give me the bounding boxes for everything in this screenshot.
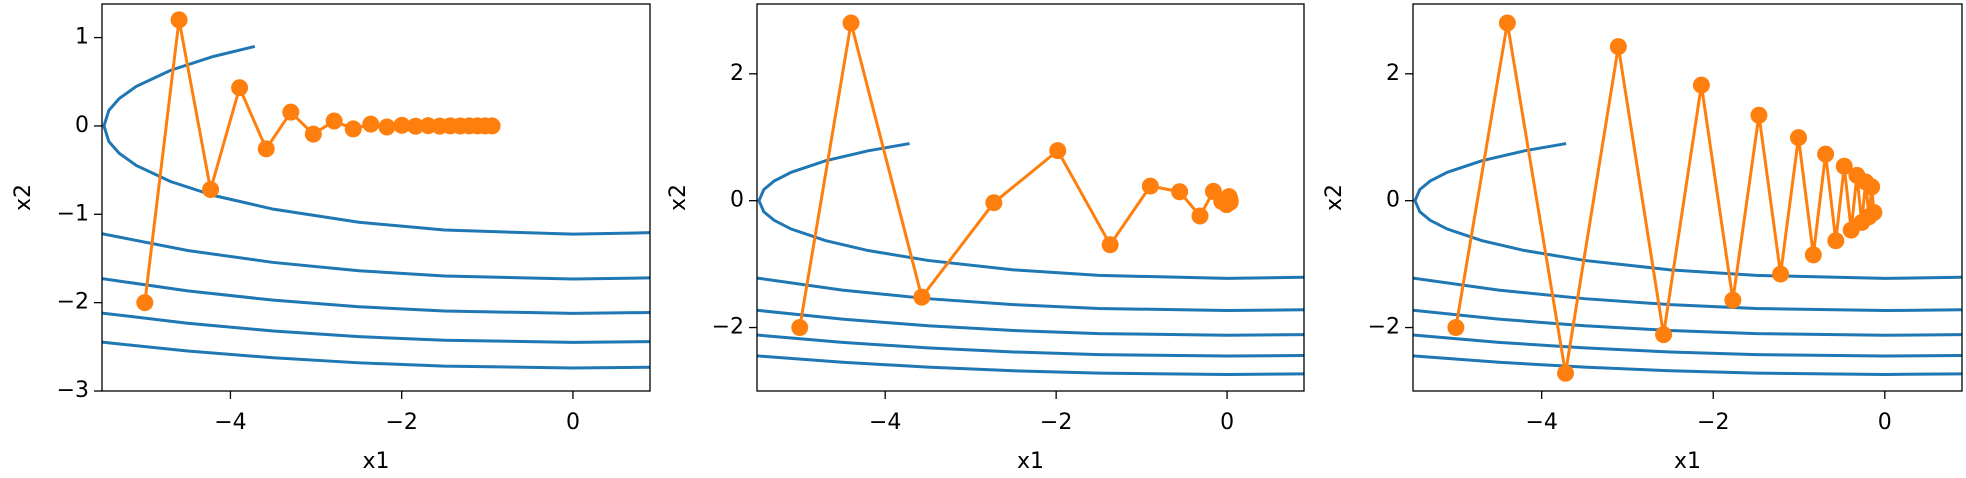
point (1609, 38, 1627, 56)
x-tick-label: −4 (869, 410, 901, 435)
trajectory-line (798, 22, 1232, 328)
axes-frame (756, 3, 1305, 392)
point (1141, 177, 1159, 195)
point (483, 117, 501, 135)
contour-line (102, 44, 650, 236)
y-tick-label: 0 (1386, 188, 1400, 213)
plot-area (757, 14, 1304, 376)
contour-line (757, 333, 1304, 358)
point (913, 288, 931, 306)
contour-line (1413, 142, 1962, 280)
subplot: −4 −2 0 −2 0 2 x1 x2 (666, 3, 1305, 474)
contour-line (757, 308, 1304, 337)
y-axis-label: x2 (1322, 184, 1347, 211)
y-tick-label: 0 (730, 188, 744, 213)
point (257, 140, 275, 158)
x-tick-label: 0 (1878, 410, 1892, 435)
y-tick-label: −1 (57, 201, 89, 226)
point (1750, 106, 1768, 124)
point (1835, 157, 1853, 175)
y-tick-label: −2 (57, 290, 89, 315)
point (202, 181, 220, 199)
y-axis-label: x2 (666, 184, 691, 211)
point (791, 319, 809, 337)
contour-line (1413, 276, 1962, 313)
point (1804, 246, 1822, 264)
point (1191, 207, 1209, 225)
point (1498, 14, 1516, 32)
y-tick-label: 1 (75, 25, 89, 50)
contour-line (102, 340, 650, 370)
y-tick-label: −2 (712, 315, 744, 340)
x-tick-label: −4 (1525, 410, 1557, 435)
x-tick-label: −2 (1697, 410, 1729, 435)
point (1171, 183, 1189, 201)
x-tick-label: −2 (1040, 410, 1072, 435)
point (393, 116, 411, 134)
x-tick-label: 0 (1220, 410, 1234, 435)
point (282, 103, 300, 121)
y-tick-label: −3 (57, 378, 89, 403)
point (1827, 232, 1845, 250)
contour-line (102, 277, 650, 315)
contour-line (757, 276, 1304, 313)
y-tick-label: 2 (730, 61, 744, 86)
y-axis-label: x2 (11, 184, 36, 211)
contour-line (1413, 308, 1962, 337)
point (378, 118, 396, 136)
contour-line (1413, 354, 1962, 376)
point (1049, 142, 1067, 160)
point (136, 294, 154, 312)
point (407, 117, 425, 135)
contour-line (757, 142, 1304, 280)
subplot: −4 −2 0 −2 0 2 x1 x2 (1322, 3, 1963, 474)
point (1655, 326, 1673, 344)
y-tick-label: 2 (1386, 61, 1400, 86)
point (362, 115, 380, 133)
contour-line (102, 232, 650, 281)
contour-line (1413, 333, 1962, 358)
point (1692, 76, 1710, 94)
point (1863, 178, 1881, 196)
x-tick-label: 0 (566, 410, 580, 435)
point (1724, 291, 1742, 309)
axes-frame (101, 3, 651, 392)
plot-area (102, 11, 650, 370)
point (1772, 265, 1790, 283)
contour-line (102, 311, 650, 344)
subplot: −4 −2 0 −3 −2 −1 0 1 x1 x2 (11, 3, 651, 474)
point (1219, 192, 1237, 210)
point (1447, 319, 1465, 337)
point (1865, 203, 1883, 221)
y-tick-label: −2 (1368, 315, 1400, 340)
point (985, 194, 1003, 212)
point (1817, 145, 1835, 163)
point (1557, 364, 1575, 382)
point (1101, 236, 1119, 254)
x-tick-label: −4 (214, 410, 246, 435)
axes-frame (1412, 3, 1963, 392)
point (304, 125, 322, 143)
x-axis-label: x1 (1017, 449, 1044, 474)
y-tick-label: 0 (75, 113, 89, 138)
point (231, 79, 249, 97)
x-tick-label: −2 (385, 410, 417, 435)
point (170, 11, 188, 29)
point (842, 14, 860, 32)
point (325, 112, 343, 130)
point (1790, 129, 1808, 147)
plot-area (1413, 14, 1962, 382)
x-axis-label: x1 (1674, 449, 1701, 474)
point (344, 120, 362, 138)
contour-line (757, 354, 1304, 376)
x-axis-label: x1 (362, 449, 389, 474)
